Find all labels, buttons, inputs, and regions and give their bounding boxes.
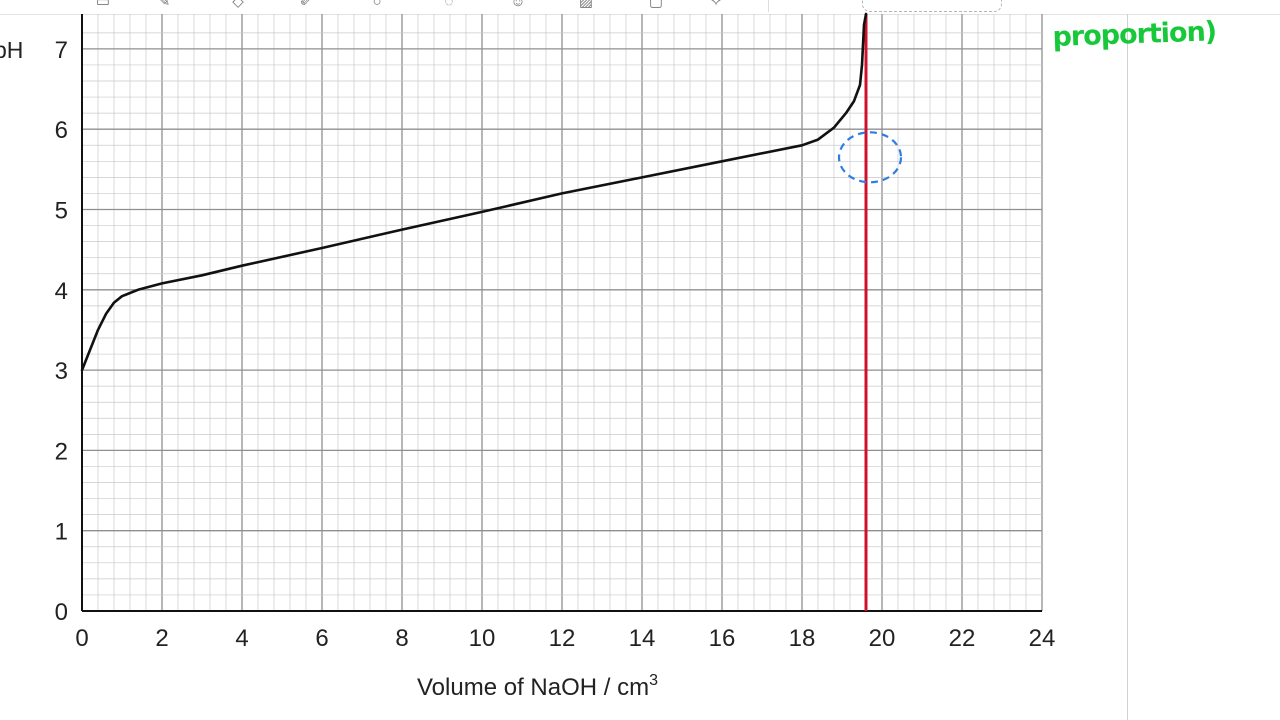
text-box-icon[interactable]: ▢ — [648, 0, 664, 10]
annotation-toolbar: ▭ ✎ ◇ ✐ ○ ◌ ☺ ▨ ▢ ✧ — [0, 0, 1280, 15]
y-tick-label: 1 — [55, 519, 68, 546]
x-tick-label: 22 — [949, 625, 976, 652]
y-tick-label: 6 — [55, 117, 68, 144]
y-tick-label: 4 — [55, 278, 68, 305]
lasso-icon[interactable]: ◌ — [444, 0, 454, 10]
x-tick-label: 8 — [395, 625, 408, 652]
image-icon[interactable]: ☺ — [510, 0, 526, 10]
x-tick-label: 20 — [869, 625, 896, 652]
y-axis-label: pH — [0, 37, 23, 63]
handwritten-annotation: proportion) — [1052, 16, 1217, 53]
y-tick-label: 7 — [55, 37, 68, 64]
x-tick-label: 10 — [469, 625, 496, 652]
axes — [81, 14, 1042, 612]
laser-icon[interactable]: ✧ — [709, 0, 723, 10]
y-tick-label: 0 — [55, 599, 68, 626]
titration-curve — [80, 12, 868, 372]
shapes-icon[interactable]: ○ — [372, 0, 382, 10]
pen-icon[interactable]: ✎ — [157, 0, 171, 10]
highlighter-icon[interactable]: ✐ — [299, 0, 313, 10]
y-tick-label: 2 — [55, 438, 68, 465]
x-tick-label: 14 — [629, 625, 656, 652]
x-tick-label: 24 — [1029, 625, 1056, 652]
x-axis-label: Volume of NaOH / cm3 — [417, 672, 658, 701]
window-icon[interactable]: ▭ — [95, 0, 111, 10]
y-tick-label: 5 — [55, 198, 68, 225]
eraser-icon[interactable]: ◇ — [232, 0, 244, 10]
x-tick-label: 2 — [155, 625, 168, 652]
x-tick-label: 16 — [709, 625, 736, 652]
grid — [81, 14, 1043, 612]
page-divider — [1127, 14, 1128, 720]
photo-icon[interactable]: ▨ — [578, 0, 594, 10]
chart-marks — [80, 12, 903, 611]
toolbar-separator — [768, 0, 769, 12]
x-tick-label: 18 — [789, 625, 816, 652]
x-tick-label: 0 — [75, 625, 88, 652]
x-tick-label: 4 — [235, 625, 248, 652]
toolbar-custom-slot[interactable] — [862, 0, 1002, 12]
y-tick-label: 3 — [55, 358, 68, 385]
selection-circle — [837, 131, 903, 184]
x-tick-label: 6 — [315, 625, 328, 652]
x-tick-label: 12 — [549, 625, 576, 652]
